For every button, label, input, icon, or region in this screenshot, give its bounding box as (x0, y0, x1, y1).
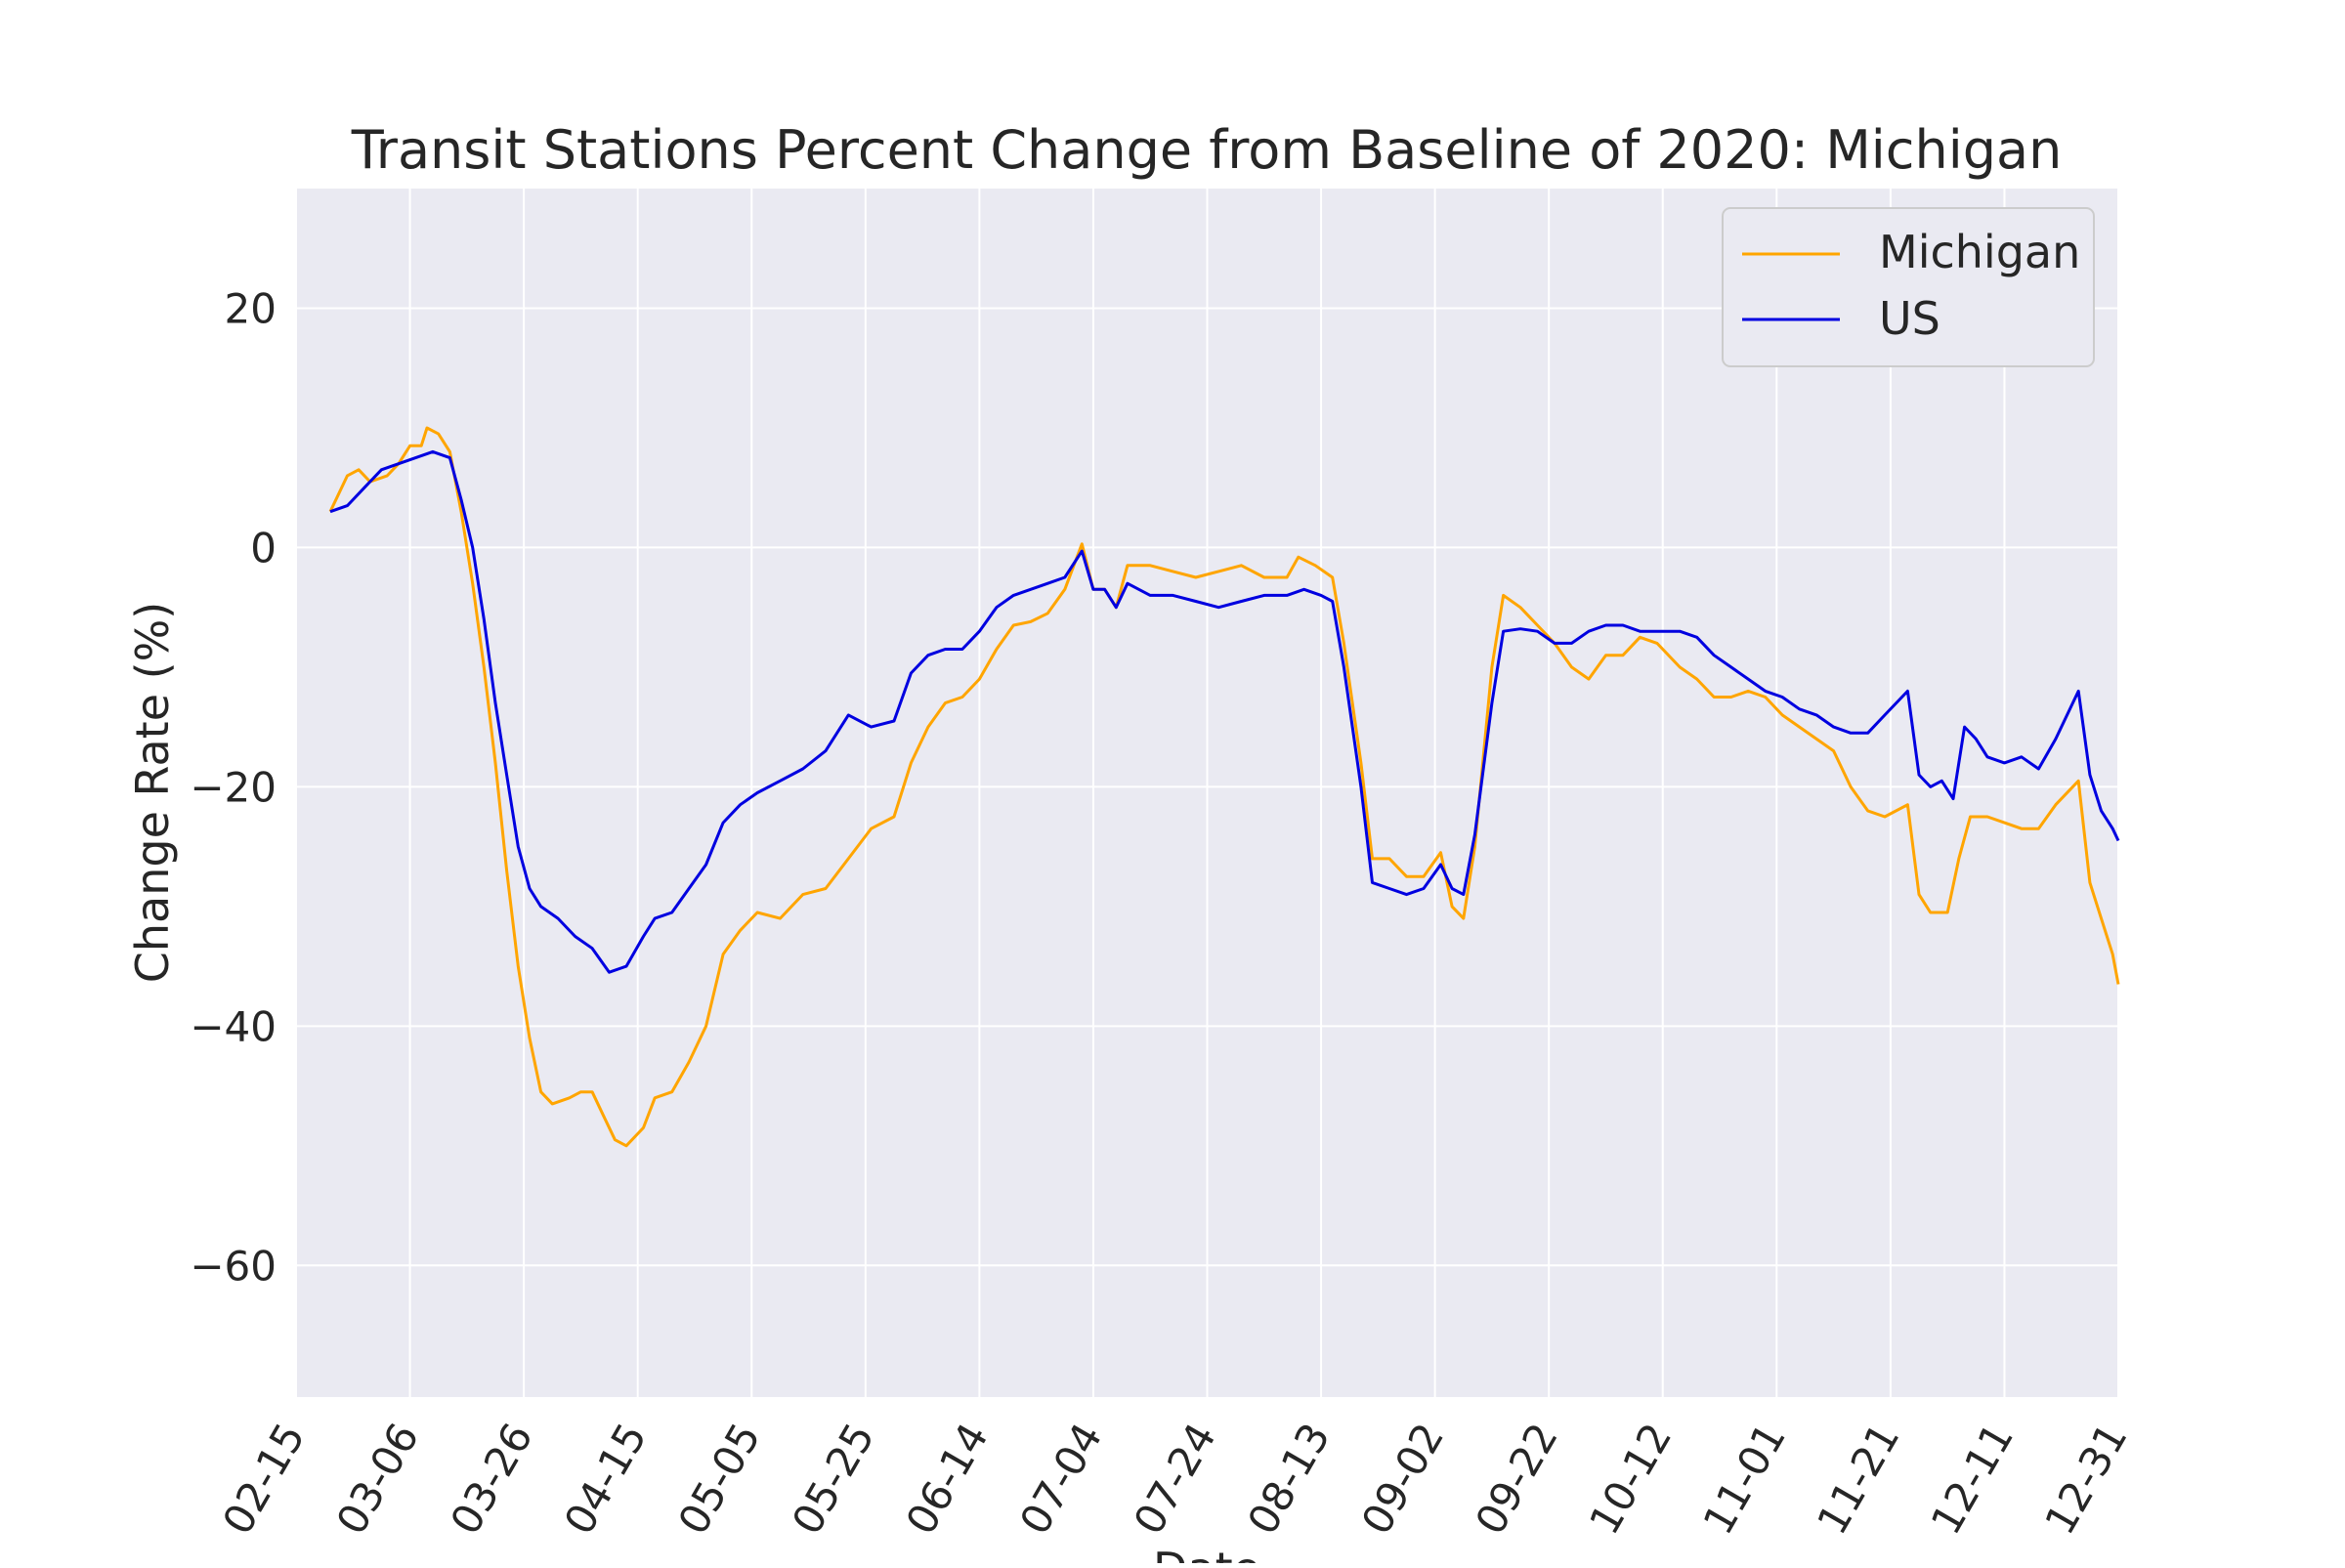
legend-box (1722, 207, 2095, 367)
x-axis-label: Date (1153, 1543, 1260, 1563)
series-lines (328, 426, 2120, 1148)
legend: Michigan US (1722, 207, 2095, 367)
y-tick-label: −60 (190, 1242, 277, 1290)
legend-label-us: US (1879, 292, 1940, 345)
series-line-michigan (328, 426, 2120, 1148)
legend-label-michigan: Michigan (1879, 226, 2080, 278)
chart-title: Transit Stations Percent Change from Bas… (351, 119, 2063, 181)
y-tick-label: 0 (250, 524, 277, 572)
y-tick-label: −20 (190, 763, 277, 811)
y-axis-label: Change Rate (%) (126, 602, 179, 983)
series-line-us (329, 449, 2120, 974)
y-tick-label: 20 (225, 284, 277, 332)
y-tick-label: −40 (190, 1002, 277, 1050)
grid-lines (295, 189, 2119, 1397)
